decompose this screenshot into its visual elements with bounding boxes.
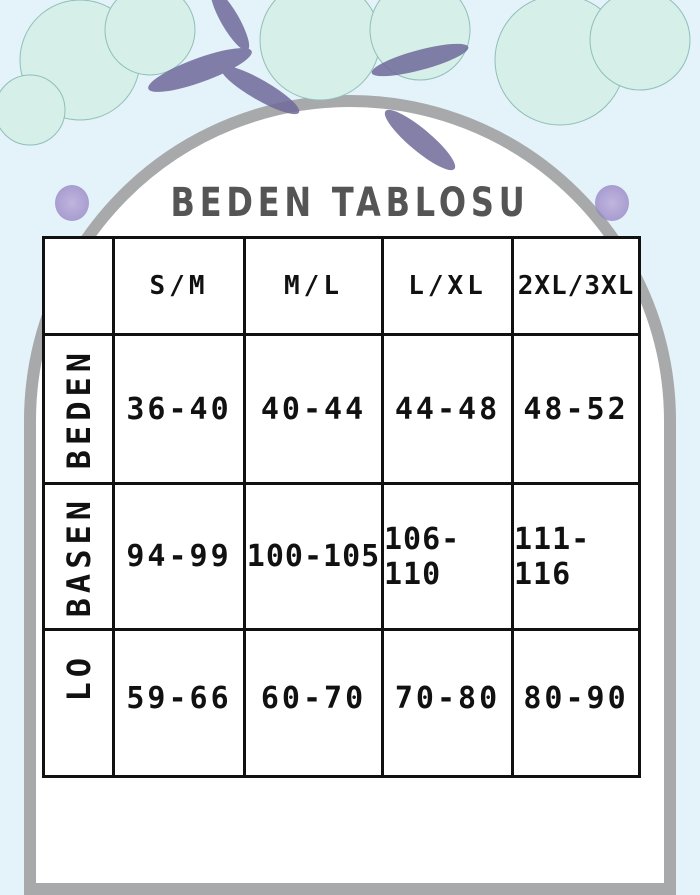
header-cell: M/L [243, 236, 384, 336]
row-label: BEDEN [42, 333, 115, 485]
value-cell: 40-44 [243, 333, 384, 485]
row-label-text: BEDEN [59, 348, 98, 470]
value-cell: 70-80 [381, 628, 514, 778]
hydrangea-decoration [0, 0, 691, 171]
rose-icon [55, 185, 89, 221]
row-label-text: BASEN [59, 495, 98, 618]
value-cell: 111-116 [511, 482, 641, 631]
row-label: BASEN [42, 482, 115, 631]
page-title: BEDEN TABLOSU [170, 180, 530, 226]
value-cell: 44-48 [381, 333, 514, 485]
value-cell: 48-52 [511, 333, 641, 485]
header-cell: L/XL [381, 236, 514, 336]
row-label: LO [42, 628, 115, 778]
rose-icon [595, 185, 629, 221]
row-label-text: LO [59, 653, 98, 702]
header-cell: S/M [112, 236, 246, 336]
corner-cell [42, 236, 115, 336]
value-cell: 36-40 [112, 333, 246, 485]
value-cell: 80-90 [511, 628, 641, 778]
value-cell: 106-110 [381, 482, 514, 631]
value-cell: 94-99 [112, 482, 246, 631]
value-cell: 59-66 [112, 628, 246, 778]
value-cell: 100-105 [243, 482, 384, 631]
header-cell: 2XL/3XL [511, 236, 641, 336]
value-cell: 60-70 [243, 628, 384, 778]
